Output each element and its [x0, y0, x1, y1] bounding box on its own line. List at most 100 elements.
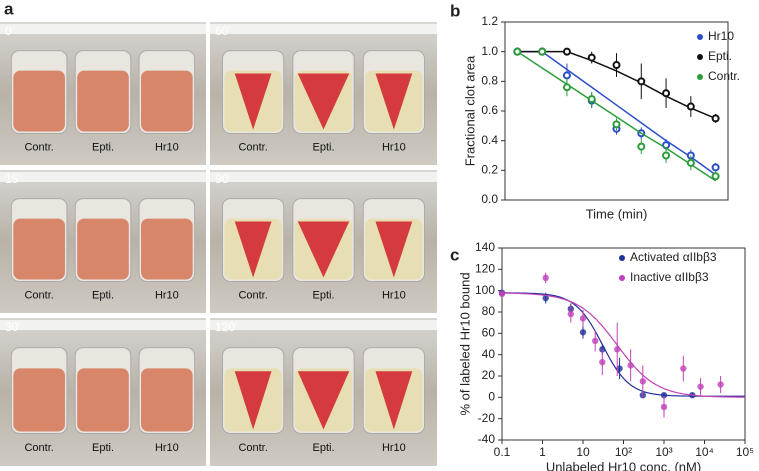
point [614, 346, 621, 353]
x-tick-label: 10 [576, 445, 590, 459]
clot [297, 73, 350, 130]
tube-label: Epti. [312, 142, 334, 154]
point [587, 95, 596, 104]
point [599, 358, 606, 366]
y-tick-label: 40 [482, 347, 496, 361]
x-axis-title: Time (min) [586, 206, 648, 221]
clot [375, 221, 413, 278]
point [562, 47, 571, 56]
tube-label: Contr. [24, 142, 53, 154]
panel-label: a [4, 0, 14, 18]
x-tick-label: 10² [615, 445, 632, 459]
x-tick-label: 0.1 [494, 445, 511, 459]
point [639, 378, 647, 385]
time-label: 30’ [5, 320, 21, 334]
liquid [77, 368, 129, 432]
y-axis-title: Fractional clot area [462, 55, 477, 166]
point [662, 151, 671, 160]
liquid [77, 70, 129, 132]
time-label: 120’ [215, 320, 238, 334]
y-tick-label: 1.2 [481, 14, 498, 28]
point [697, 383, 704, 390]
point [579, 315, 587, 322]
tube-label: Hr10 [382, 142, 406, 154]
legend-marker [619, 255, 625, 261]
point [680, 365, 687, 372]
tube-label: Contr. [24, 442, 53, 454]
point [591, 337, 599, 344]
point [562, 71, 571, 80]
clot [234, 73, 272, 130]
y-tick-label: -20 [478, 411, 496, 425]
x-tick-label: 1 [539, 445, 546, 459]
time-label: 90’ [215, 172, 231, 186]
y-tick-label: 120 [475, 262, 495, 276]
point [612, 120, 621, 129]
tube-label: Contr. [24, 290, 53, 302]
point [717, 381, 724, 388]
point [538, 47, 547, 56]
point [686, 158, 695, 167]
point [637, 142, 646, 151]
point [599, 346, 606, 353]
legend-marker [697, 34, 703, 40]
rack [210, 24, 437, 34]
rack [0, 24, 206, 34]
liquid [13, 368, 65, 432]
y-tick-label: 0 [488, 390, 495, 404]
y-tick-label: 20 [482, 368, 496, 382]
legend-marker [697, 54, 703, 60]
x-tick-label: 10³ [655, 445, 672, 459]
y-tick-label: 100 [475, 283, 495, 297]
fit-curve [501, 292, 746, 398]
clot [234, 371, 272, 430]
y-tick-label: -40 [478, 432, 496, 446]
point [711, 163, 720, 172]
clot [297, 221, 350, 278]
clot [297, 371, 350, 430]
liquid [141, 368, 193, 432]
point [637, 77, 646, 86]
time-label: 60’ [215, 24, 231, 38]
time-label: 15’ [5, 172, 21, 186]
panel-label: c [450, 245, 459, 264]
panel-label: b [450, 1, 460, 20]
rack [0, 172, 206, 182]
y-tick-label: 0.8 [481, 74, 498, 88]
point [711, 172, 720, 181]
tube-label: Hr10 [382, 290, 406, 302]
tube-label: Hr10 [382, 442, 406, 454]
point [612, 61, 621, 70]
tube-label: Contr. [238, 142, 267, 154]
legend-label: Hr10 [708, 29, 734, 43]
tube-label: Epti. [92, 142, 114, 154]
point [513, 47, 522, 56]
liquid [77, 218, 129, 280]
tube-label: Epti. [92, 290, 114, 302]
tube-label: Epti. [312, 442, 334, 454]
tube-label: Hr10 [155, 142, 179, 154]
point [711, 114, 720, 123]
liquid [13, 218, 65, 280]
point [616, 365, 623, 372]
x-axis-title: Unlabeled Hr10 conc. (nM) [546, 459, 701, 471]
legend-label: Inactive αIIbβ3 [630, 270, 709, 284]
point [627, 362, 634, 369]
tube-label: Contr. [238, 442, 267, 454]
point [567, 310, 575, 318]
legend-marker [619, 275, 625, 281]
legend-marker [697, 74, 703, 80]
tube-label: Hr10 [155, 442, 179, 454]
tube-label: Epti. [92, 442, 114, 454]
y-tick-label: 0.4 [481, 133, 498, 147]
legend-label: Contr. [708, 69, 740, 83]
legend-label: Epti. [708, 49, 732, 63]
y-tick-label: 0.2 [481, 163, 498, 177]
point [686, 102, 695, 111]
legend-label: Activated αIIbβ3 [630, 250, 717, 264]
tube-label: Epti. [312, 290, 334, 302]
fit-curve [501, 292, 746, 397]
point [660, 392, 668, 399]
y-axis-title: % of labeled Hr10 bound [457, 272, 472, 415]
